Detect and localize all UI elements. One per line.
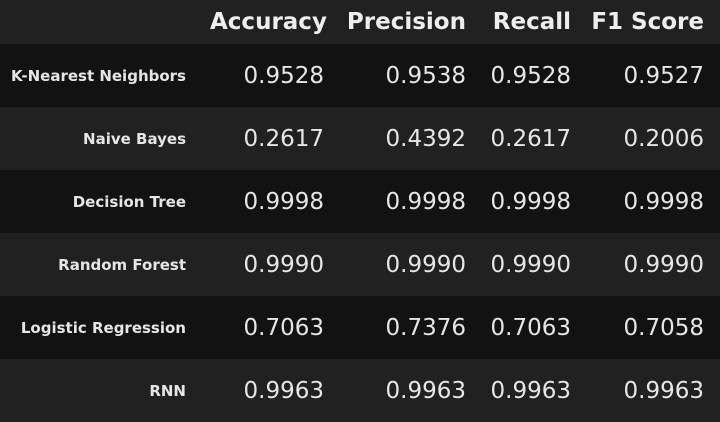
row-label: RNN <box>149 381 186 400</box>
accuracy-cell: 0.9990 <box>243 251 324 278</box>
accuracy-cell: 0.9963 <box>243 377 324 404</box>
table-row: RNN 0.9963 0.9963 0.9963 0.9963 <box>0 359 720 422</box>
f1-score-cell: 0.2006 <box>623 125 704 152</box>
recall-cell: 0.9963 <box>490 377 571 404</box>
row-label: Logistic Regression <box>20 318 186 337</box>
precision-cell: 0.9998 <box>385 188 466 215</box>
precision-cell: 0.9963 <box>385 377 466 404</box>
f1-score-cell: 0.9963 <box>623 377 704 404</box>
row-label: Random Forest <box>58 255 186 274</box>
accuracy-cell: 0.9528 <box>243 62 324 89</box>
table-row: Naive Bayes 0.2617 0.4392 0.2617 0.2006 <box>0 107 720 170</box>
row-label: K-Nearest Neighbors <box>11 66 186 85</box>
column-header-precision: Precision <box>346 9 466 35</box>
recall-cell: 0.9998 <box>490 188 571 215</box>
column-header-recall: Recall <box>492 9 571 35</box>
column-header-f1-score: F1 Score <box>591 9 704 35</box>
header-row: Accuracy Precision Recall F1 Score <box>0 0 720 44</box>
precision-cell: 0.7376 <box>385 314 466 341</box>
precision-cell: 0.4392 <box>385 125 466 152</box>
precision-cell: 0.9990 <box>385 251 466 278</box>
recall-cell: 0.7063 <box>490 314 571 341</box>
accuracy-cell: 0.2617 <box>243 125 324 152</box>
row-label: Decision Tree <box>72 192 186 211</box>
accuracy-cell: 0.7063 <box>243 314 324 341</box>
f1-score-cell: 0.9990 <box>623 251 704 278</box>
corner-header <box>0 0 210 44</box>
column-header-accuracy: Accuracy <box>210 9 327 35</box>
precision-cell: 0.9538 <box>385 62 466 89</box>
table-row: K-Nearest Neighbors 0.9528 0.9538 0.9528… <box>0 44 720 107</box>
recall-cell: 0.9528 <box>490 62 571 89</box>
f1-score-cell: 0.9527 <box>623 62 704 89</box>
table-row: Decision Tree 0.9998 0.9998 0.9998 0.999… <box>0 170 720 233</box>
recall-cell: 0.9990 <box>490 251 571 278</box>
recall-cell: 0.2617 <box>490 125 571 152</box>
table-row: Logistic Regression 0.7063 0.7376 0.7063… <box>0 296 720 359</box>
row-label: Naive Bayes <box>83 129 186 148</box>
f1-score-cell: 0.9998 <box>623 188 704 215</box>
f1-score-cell: 0.7058 <box>623 314 704 341</box>
accuracy-cell: 0.9998 <box>243 188 324 215</box>
table-row: Random Forest 0.9990 0.9990 0.9990 0.999… <box>0 233 720 296</box>
